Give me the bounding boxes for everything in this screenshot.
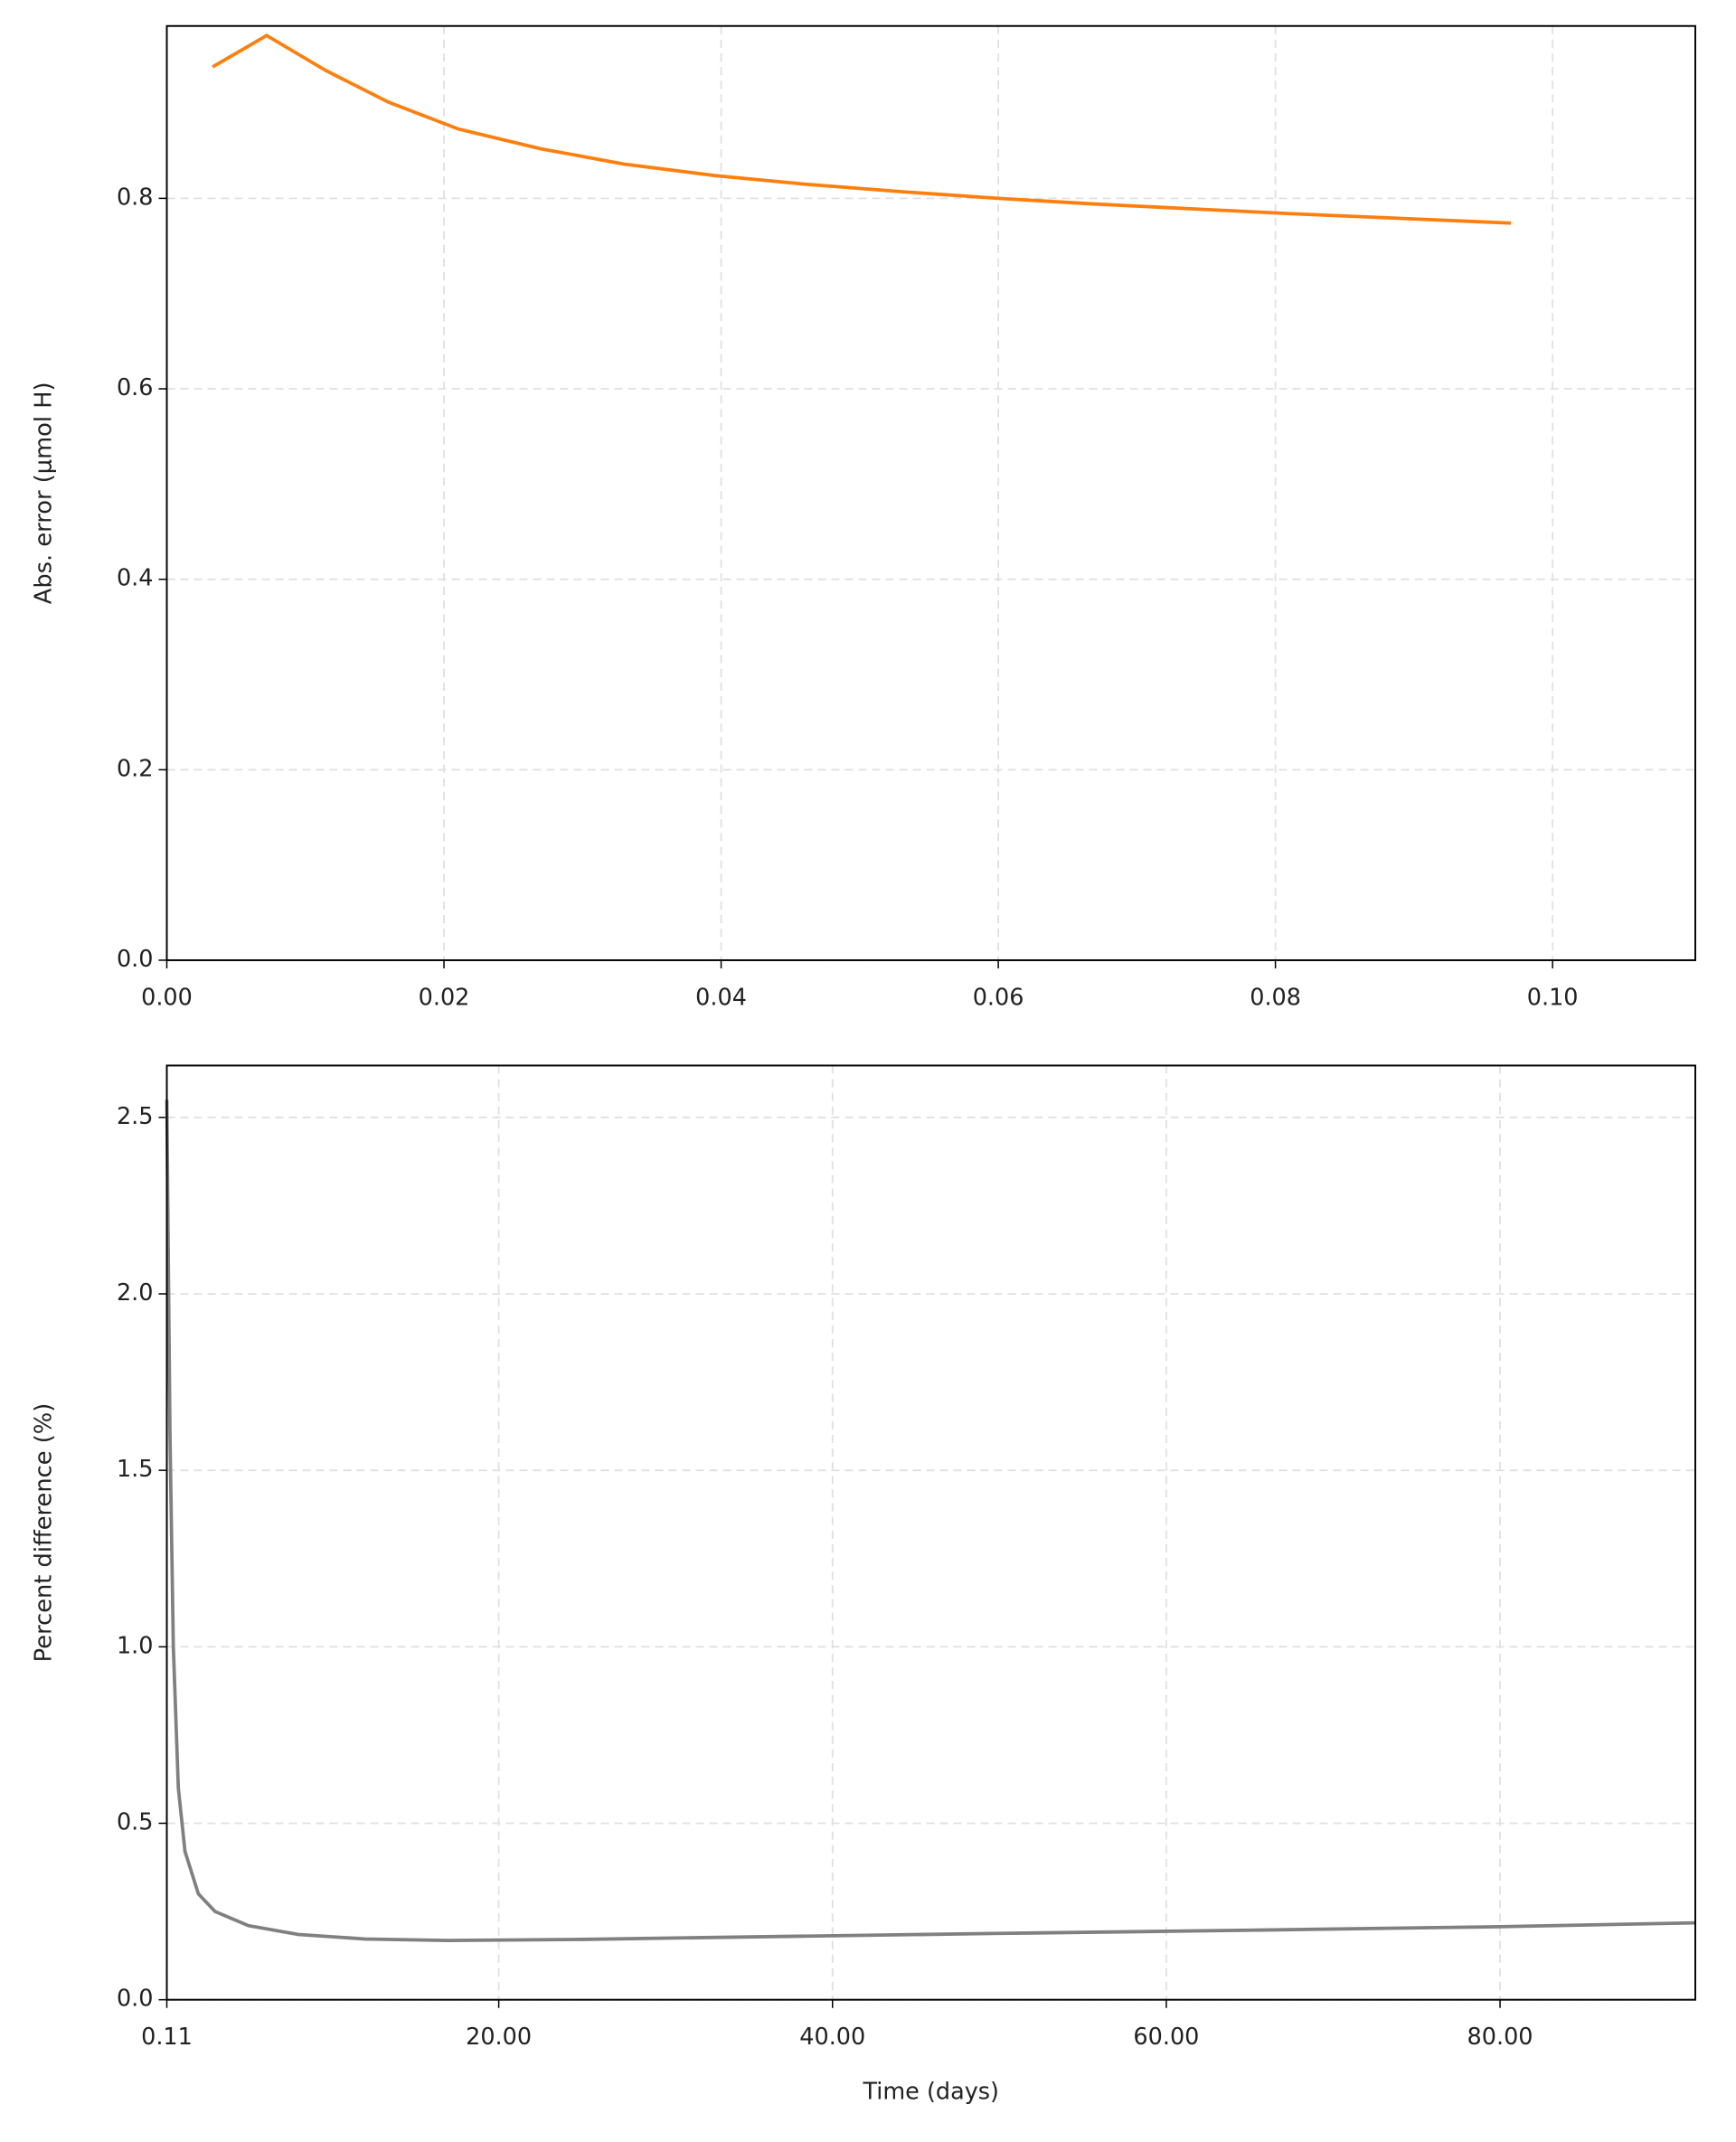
x-axis-label: Time (days) [862,2078,999,2105]
x-tick-label: 0.00 [141,984,193,1011]
x-tick-label: 60.00 [1133,2024,1199,2051]
y-tick-label: 0.8 [117,184,154,211]
x-tick-label: 0.02 [419,984,470,1011]
y-tick-label: 0.5 [117,1808,154,1835]
x-tick-label: 0.06 [973,984,1024,1011]
x-tick-label: 0.11 [141,2024,193,2051]
subplot: 0.0 0.2 0.4 0.6 0.8 0.00 0.02 0.04 0.06 0.08 0.10 A… [31,24,1696,1011]
x-tick-label: 0.08 [1250,984,1301,1011]
y-tick-label: 0.6 [117,374,154,401]
x-tick-label: 40.00 [799,2024,865,2051]
y-tick-label: 0.2 [117,755,154,782]
y-tick-label: 0.0 [117,946,154,973]
subplot: 0.0 0.5 1.0 1.5 2.0 2.5 0.11 20.00 40.00 60.00 80.… [31,1064,1696,2106]
x-tick-label: 0.04 [695,984,747,1011]
y-tick-label: 2.5 [117,1103,154,1130]
y-axis-label: Abs. error (μmol H) [31,382,58,604]
axes-frame [165,1064,1696,2001]
y-axis-label: Percent difference (%) [31,1403,58,1663]
x-tick-label: 0.10 [1527,984,1579,1011]
y-tick-label: 0.0 [117,1986,154,2013]
line-series [212,33,1512,225]
y-tick-label: 2.0 [117,1279,154,1307]
line-series [165,1099,1696,1942]
y-tick-label: 1.5 [117,1456,154,1483]
axes-frame [165,24,1696,961]
y-tick-label: 0.4 [117,565,154,592]
x-tick-label: 20.00 [466,2024,532,2051]
y-tick-label: 1.0 [117,1632,154,1659]
x-tick-label: 80.00 [1467,2024,1533,2051]
